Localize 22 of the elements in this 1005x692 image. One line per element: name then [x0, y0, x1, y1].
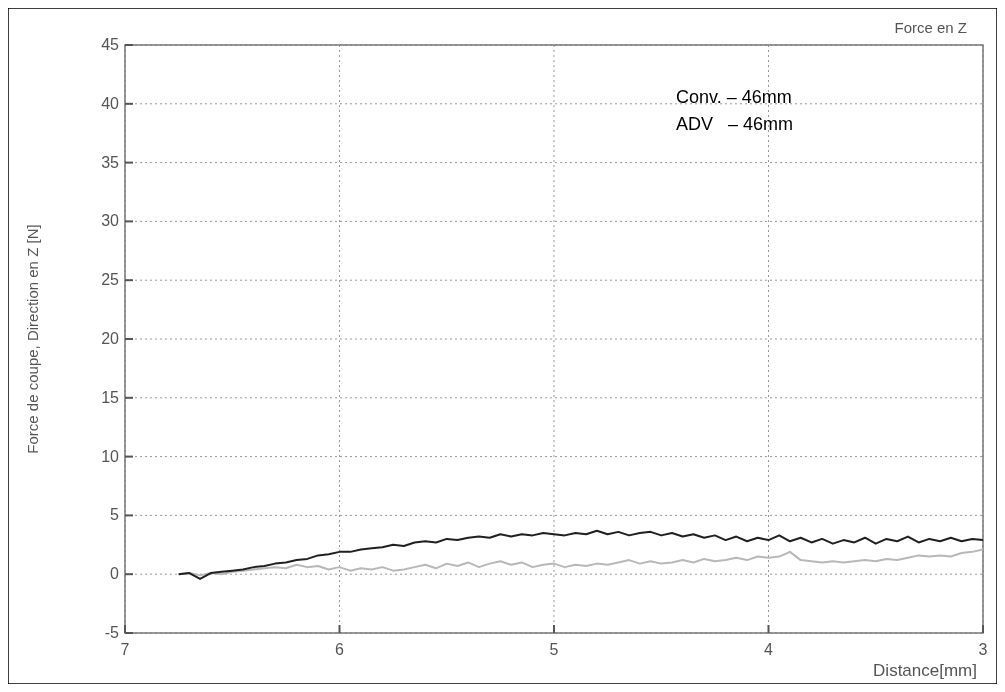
y-tick-label: 25 [101, 271, 120, 289]
x-tick-label: 5 [549, 641, 559, 658]
y-tick-label: -5 [104, 624, 120, 641]
x-axis-title: Distance[mm] [873, 661, 977, 680]
x-tick-label: 3 [978, 641, 988, 658]
line-series [177, 529, 984, 580]
y-tick-label: 20 [101, 330, 120, 347]
chart-title: Force en Z [894, 19, 967, 36]
y-tick-label: 0 [110, 565, 120, 583]
x-tick-label: 4 [764, 641, 774, 658]
y-tick-label: 5 [110, 506, 120, 524]
y-tick-label: 30 [101, 212, 120, 230]
x-tick-label: 7 [120, 641, 130, 658]
annotation: Conv. – 46mm [676, 87, 792, 107]
y-tick-label: 45 [101, 36, 120, 53]
y-tick-label: 15 [101, 388, 120, 406]
y-tick-label: 10 [101, 447, 120, 465]
annotation: ADV – 46mm [676, 114, 794, 134]
x-tick-label: 6 [335, 641, 345, 658]
y-axis-title: Force de coupe, Direction en Z [N] [24, 224, 41, 454]
y-tick-label: 35 [101, 153, 120, 171]
y-tick-label: 40 [101, 94, 120, 112]
